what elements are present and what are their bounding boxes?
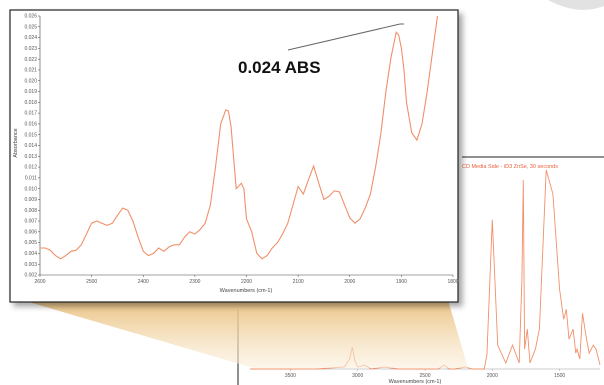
inset-y-tick-label: 0.017 bbox=[24, 111, 37, 117]
inset-y-tick-label: 0.012 bbox=[24, 165, 37, 171]
inset-y-tick-label: 0.013 bbox=[24, 154, 37, 160]
inset-y-tick-label: 0.011 bbox=[25, 175, 37, 181]
inset-y-tick-label: 0.023 bbox=[24, 46, 37, 52]
inset-spectrum-line bbox=[40, 15, 439, 260]
full-spectrum-title: CD Media Side - iD3 ZnSe, 30 seconds bbox=[462, 164, 558, 170]
full-spectrum-x-tick-label: 1500 bbox=[554, 373, 565, 379]
inset-y-tick-label: 0.009 bbox=[24, 197, 37, 203]
inset-x-tick-label: 2200 bbox=[241, 279, 252, 285]
absorbance-callout-label: 0.024 ABS bbox=[238, 58, 321, 77]
inset-y-tick-label: 0.024 bbox=[24, 35, 37, 41]
inset-y-tick-label: 0.016 bbox=[24, 122, 37, 128]
inset-y-tick-label: 0.004 bbox=[24, 251, 37, 257]
inset-y-tick-label: 0.006 bbox=[24, 229, 37, 235]
full-spectrum-x-ticks: 3500 3000 2500 2000 1500 bbox=[285, 369, 565, 379]
inset-x-tick-label: 2500 bbox=[86, 279, 97, 285]
inset-y-tick-label: 0.021 bbox=[24, 68, 37, 74]
inset-y-tick-label: 0.010 bbox=[24, 186, 37, 192]
inset-x-tick-label: 2600 bbox=[34, 279, 45, 285]
zoom-highlight-wedge bbox=[22, 300, 468, 368]
inset-x-tick-label: 2300 bbox=[189, 279, 200, 285]
inset-y-ticks: 0.002 0.003 0.004 0.005 0.006 0.007 0.008 0.009… bbox=[24, 14, 40, 279]
full-spectrum-chart: CD Media Side - iD3 ZnSe, 30 seconds 350… bbox=[237, 156, 604, 385]
inset-x-tick-label: 2100 bbox=[293, 279, 304, 285]
inset-x-tick-label: 1900 bbox=[396, 279, 407, 285]
inset-y-tick-label: 0.018 bbox=[24, 100, 37, 106]
inset-x-tick-label: 1800 bbox=[447, 279, 458, 285]
inset-x-ticks: 2600 2500 2400 2300 2200 2100 2000 1900 1800 bbox=[34, 275, 459, 285]
inset-y-tick-label: 0.008 bbox=[24, 208, 37, 214]
inset-x-tick-label: 2400 bbox=[138, 279, 149, 285]
inset-y-tick-label: 0.014 bbox=[24, 143, 37, 149]
inset-y-tick-label: 0.020 bbox=[24, 78, 37, 84]
inset-y-tick-label: 0.002 bbox=[24, 273, 37, 279]
full-spectrum-x-tick-label: 3000 bbox=[352, 373, 363, 379]
full-spectrum-x-tick-label: 3500 bbox=[285, 373, 296, 379]
callout-line-diagonal bbox=[287, 23, 401, 51]
inset-y-tick-label: 0.026 bbox=[24, 14, 37, 20]
inset-x-axis-label: Wavenumbers (cm-1) bbox=[220, 288, 273, 294]
inset-y-tick-label: 0.005 bbox=[24, 240, 37, 246]
full-spectrum-x-tick-label: 2500 bbox=[419, 373, 430, 379]
full-spectrum-x-tick-label: 2000 bbox=[487, 373, 498, 379]
decorative-swoosh bbox=[548, 0, 604, 10]
full-spectrum-x-axis-label: Wavenumbers (cm-1) bbox=[389, 379, 442, 385]
inset-x-tick-label: 2000 bbox=[344, 279, 355, 285]
zoom-inset-chart: 0.002 0.003 0.004 0.005 0.006 0.007 0.008 0.009… bbox=[9, 9, 459, 303]
inset-y-tick-label: 0.025 bbox=[24, 24, 37, 30]
inset-y-tick-label: 0.022 bbox=[24, 57, 37, 63]
inset-y-tick-label: 0.015 bbox=[24, 132, 37, 138]
inset-y-tick-label: 0.003 bbox=[24, 262, 37, 268]
inset-y-axis-label: Absorbance bbox=[13, 128, 19, 157]
inset-y-tick-label: 0.019 bbox=[24, 89, 37, 95]
inset-y-tick-label: 0.007 bbox=[24, 219, 37, 225]
